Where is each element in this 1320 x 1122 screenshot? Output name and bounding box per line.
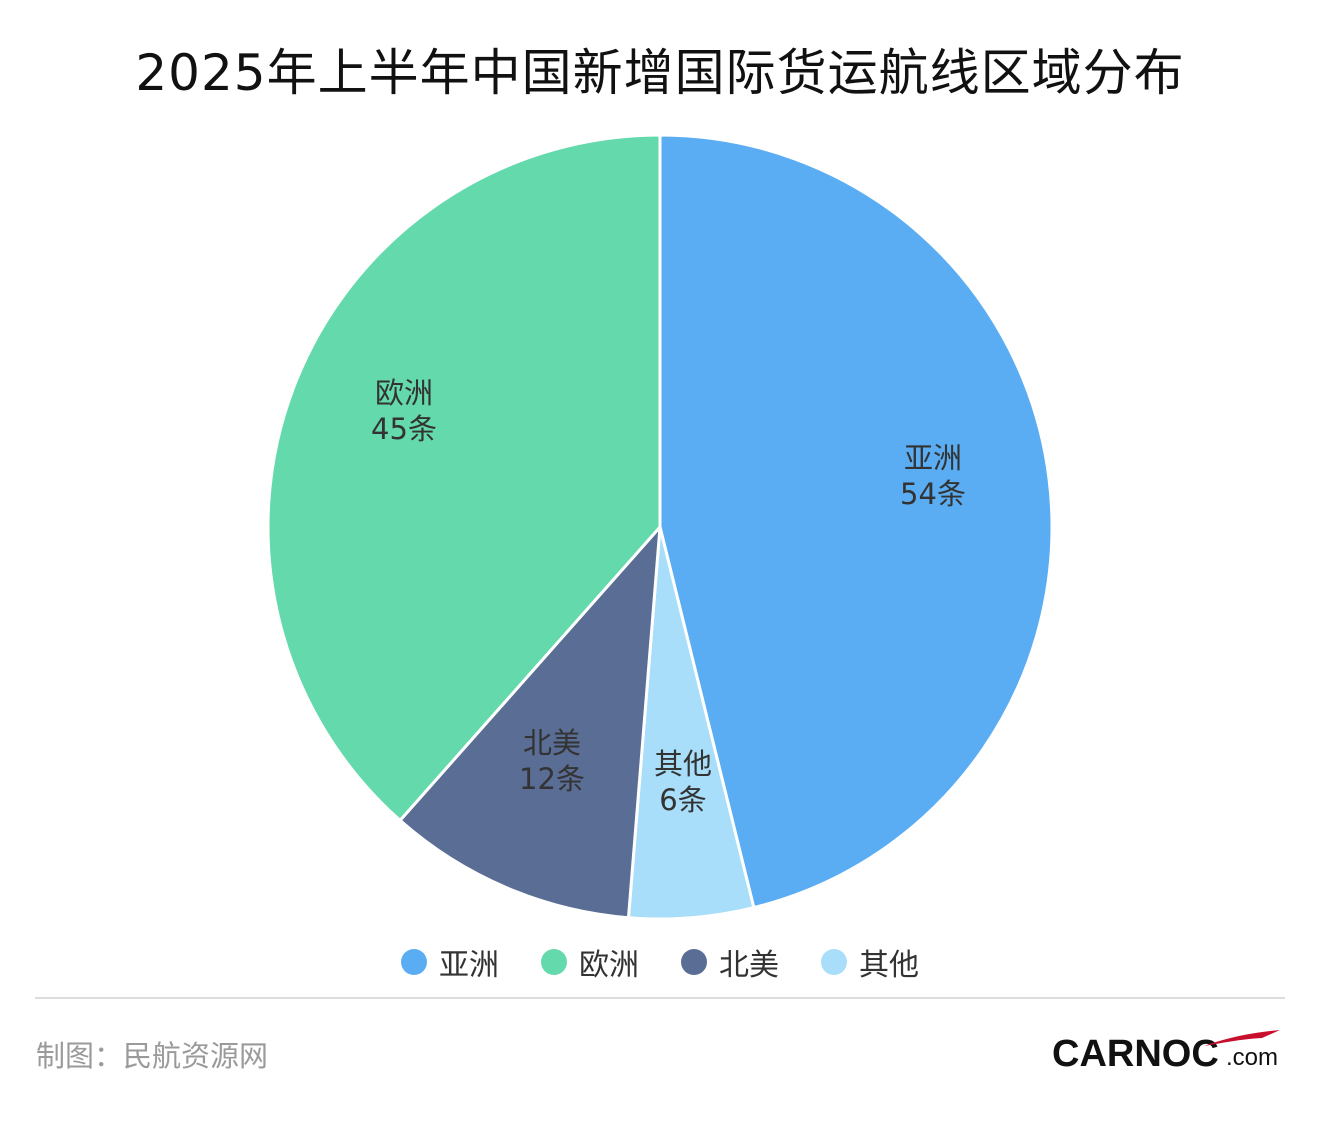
legend-marker-europe bbox=[541, 949, 567, 975]
slice-other-value-label: 6条 bbox=[659, 783, 706, 817]
legend-label-asia: 亚洲 bbox=[439, 948, 499, 983]
slice-europe-value-label: 45条 bbox=[371, 412, 437, 446]
logo-swoosh-icon bbox=[1204, 1030, 1280, 1046]
legend-marker-asia bbox=[401, 949, 427, 975]
slice-europe-name-label: 欧洲 bbox=[375, 376, 433, 410]
chart-legend: 亚洲 欧洲 北美 其他 bbox=[0, 940, 1320, 984]
footer-divider bbox=[35, 997, 1285, 999]
slice-asia[interactable] bbox=[658, 133, 1054, 910]
legend-marker-other bbox=[821, 949, 847, 975]
slice-asia-value-label: 54条 bbox=[900, 477, 966, 511]
slice-north-america-name-label: 北美 bbox=[523, 726, 581, 760]
legend-item-north-america[interactable]: 北美 bbox=[681, 940, 779, 984]
legend-label-other: 其他 bbox=[859, 948, 919, 983]
logo-suffix: .com bbox=[1226, 1044, 1279, 1071]
slice-other-name-label: 其他 bbox=[654, 747, 712, 781]
chart-credit: 制图：民航资源网 bbox=[36, 1039, 269, 1073]
chart-title: 2025年上半年中国新增国际货运航线区域分布 bbox=[135, 44, 1185, 102]
legend-marker-north-america bbox=[681, 949, 707, 975]
legend-item-asia[interactable]: 亚洲 bbox=[401, 940, 499, 984]
slice-europe[interactable] bbox=[266, 133, 662, 822]
logo-wordmark: CARNOC bbox=[1052, 1033, 1219, 1075]
legend-label-europe: 欧洲 bbox=[579, 948, 639, 983]
slice-asia-name-label: 亚洲 bbox=[904, 441, 962, 475]
carnoc-logo[interactable]: CARNOC .com bbox=[1052, 1028, 1280, 1078]
legend-item-europe[interactable]: 欧洲 bbox=[541, 940, 639, 984]
legend-label-north-america: 北美 bbox=[719, 948, 779, 983]
legend-item-other[interactable]: 其他 bbox=[821, 940, 919, 984]
slice-north-america-value-label: 12条 bbox=[519, 762, 585, 796]
slice-north-america[interactable] bbox=[398, 525, 662, 920]
